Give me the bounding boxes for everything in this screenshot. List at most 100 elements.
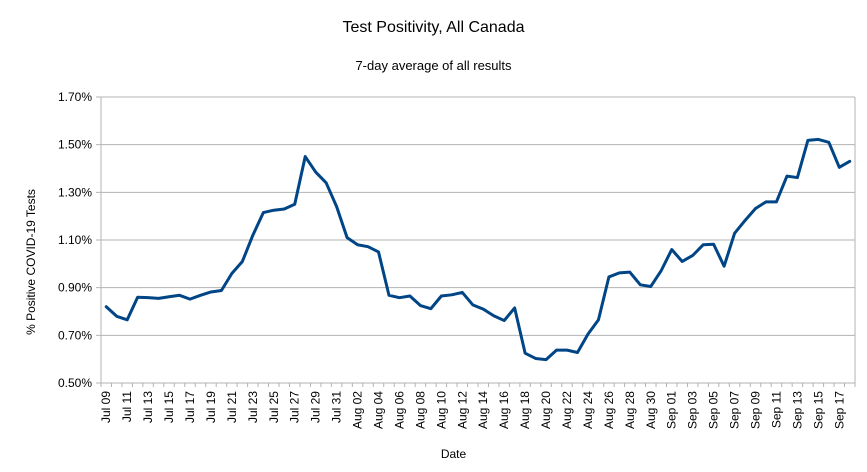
y-tick-label: 0.70% <box>58 328 92 342</box>
data-point <box>262 211 265 214</box>
data-point <box>544 358 548 361</box>
data-point <box>827 141 831 144</box>
x-tick-label: Jul 25 <box>267 391 281 423</box>
data-point <box>838 166 841 169</box>
data-point <box>125 318 129 322</box>
x-tick-label: Aug 30 <box>644 391 658 429</box>
x-tick-label: Jul 21 <box>225 391 239 423</box>
x-tick-label: Sep 05 <box>707 391 721 429</box>
data-point <box>681 260 684 263</box>
x-tick-labels: Jul 09 Jul 11 Jul 13 Jul 15 Jul 17 Jul 19 Jul … <box>99 391 846 429</box>
data-point <box>209 290 213 294</box>
data-point <box>440 294 443 298</box>
data-point <box>597 318 600 322</box>
data-point <box>764 200 768 204</box>
x-tick-label: Aug 14 <box>476 391 490 429</box>
data-point <box>272 209 275 212</box>
data-point <box>607 275 611 279</box>
x-tick-label: Jul 15 <box>162 391 176 423</box>
data-point <box>492 314 495 317</box>
data-point <box>555 348 558 352</box>
data-point <box>283 207 286 211</box>
x-tick-label: Jul 13 <box>141 391 155 423</box>
data-point <box>534 357 537 360</box>
chart-title: Test Positivity, All Canada <box>342 19 525 36</box>
y-tick-label: 1.50% <box>58 138 92 152</box>
data-point <box>461 291 464 294</box>
data-point <box>167 295 171 298</box>
data-point <box>387 294 391 297</box>
data-point <box>733 232 736 235</box>
data-point <box>251 234 255 237</box>
x-tick-label: Jul 29 <box>309 391 323 423</box>
chart-subtitle: 7-day average of all results <box>355 58 512 73</box>
x-tick-label: Sep 13 <box>790 391 804 429</box>
x-tick-label: Aug 10 <box>434 391 448 429</box>
data-point <box>429 307 433 310</box>
data-point <box>188 297 192 301</box>
data-point <box>345 236 349 239</box>
data-point <box>785 174 789 178</box>
data-point <box>691 254 694 257</box>
x-tick-label: Jul 11 <box>120 391 134 422</box>
data-point <box>576 351 579 354</box>
data-point <box>502 319 506 322</box>
y-tick-label: 1.10% <box>58 233 92 247</box>
data-point <box>628 270 632 274</box>
data-point <box>314 170 317 174</box>
data-point <box>722 265 726 268</box>
data-point <box>366 245 370 248</box>
data-point <box>471 303 474 307</box>
data-point <box>105 305 108 308</box>
data-point <box>586 332 590 336</box>
x-tick-label: Sep 15 <box>811 391 825 429</box>
x-tick-label: Jul 31 <box>330 391 344 423</box>
series <box>104 137 852 362</box>
x-tick-label: Aug 26 <box>602 391 616 429</box>
data-point <box>157 297 160 300</box>
data-point <box>639 283 642 287</box>
data-point <box>408 294 412 298</box>
x-tick-label: Sep 17 <box>832 391 846 429</box>
data-point <box>743 219 747 222</box>
data-point <box>304 155 307 158</box>
data-point <box>450 293 454 297</box>
x-tick-label: Aug 08 <box>413 391 427 429</box>
x-tick-label: Jul 23 <box>246 391 260 423</box>
data-point <box>178 294 181 297</box>
series-line <box>104 137 852 362</box>
x-tick-label: Aug 04 <box>372 391 386 429</box>
data-point <box>293 203 296 206</box>
x-tick-label: Sep 03 <box>686 391 700 429</box>
x-tick-label: Jul 19 <box>204 391 218 423</box>
y-axis-title: % Positive COVID-19 Tests <box>24 189 38 335</box>
data-point <box>199 294 202 297</box>
y-tick-label: 1.70% <box>58 90 92 104</box>
data-point <box>146 296 150 299</box>
x-tick-label: Sep 07 <box>728 391 742 429</box>
data-point <box>701 243 705 246</box>
x-tick-label: Aug 02 <box>351 391 365 429</box>
x-axis-title: Date <box>440 447 467 461</box>
data-point <box>356 243 359 246</box>
data-point <box>754 207 757 210</box>
x-tick-label: Aug 06 <box>392 391 406 429</box>
data-point <box>796 176 799 179</box>
data-point <box>398 296 401 299</box>
x-tick-label: Jul 09 <box>99 391 113 423</box>
y-tick-label: 0.90% <box>58 281 92 295</box>
data-point <box>848 160 851 163</box>
data-point <box>482 307 485 311</box>
x-tick-label: Aug 18 <box>518 391 532 429</box>
data-point <box>523 352 527 355</box>
x-tick-label: Sep 11 <box>769 391 783 428</box>
data-point <box>513 306 516 310</box>
x-tick-label: Aug 12 <box>455 391 469 429</box>
data-point <box>618 271 621 275</box>
y-tick-label: 1.30% <box>58 185 92 199</box>
data-point <box>335 205 338 208</box>
data-point <box>377 250 380 254</box>
data-point <box>775 200 778 204</box>
data-point <box>324 181 328 184</box>
